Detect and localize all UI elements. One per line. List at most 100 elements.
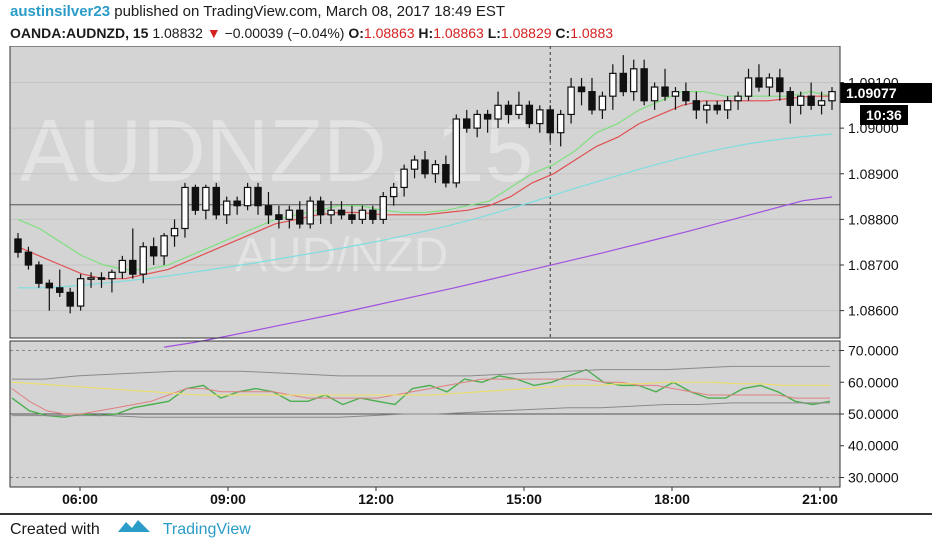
candle[interactable]: [577, 77, 586, 106]
candle-body-up: [629, 68, 638, 93]
candle[interactable]: [45, 279, 54, 311]
candle[interactable]: [650, 82, 659, 110]
candle[interactable]: [97, 272, 106, 288]
candle[interactable]: [546, 105, 554, 142]
candle[interactable]: [442, 155, 450, 188]
tradingview-brand[interactable]: TradingView: [162, 521, 251, 539]
candle[interactable]: [692, 91, 701, 119]
candle[interactable]: [817, 91, 826, 115]
candle[interactable]: [609, 64, 617, 110]
candle[interactable]: [703, 100, 711, 124]
candle-body-down: [755, 77, 763, 88]
candle[interactable]: [108, 269, 116, 293]
candle[interactable]: [786, 87, 794, 124]
candle[interactable]: [129, 228, 137, 279]
candle[interactable]: [504, 100, 513, 124]
candle[interactable]: [181, 182, 189, 238]
candle-body-up: [817, 100, 826, 106]
candle[interactable]: [327, 201, 335, 224]
candle[interactable]: [452, 114, 461, 188]
candle[interactable]: [421, 150, 429, 179]
candle[interactable]: [640, 59, 648, 106]
candle[interactable]: [661, 68, 669, 101]
candle[interactable]: [139, 242, 147, 284]
time-axis-label: 12:00: [358, 491, 394, 507]
candle-body-up: [410, 159, 419, 170]
candle[interactable]: [629, 59, 638, 101]
candle[interactable]: [536, 105, 544, 133]
candle[interactable]: [76, 274, 85, 311]
candle[interactable]: [588, 77, 596, 115]
candle[interactable]: [400, 164, 408, 197]
candle[interactable]: [24, 246, 33, 270]
candle[interactable]: [56, 269, 64, 297]
candle[interactable]: [734, 91, 742, 110]
candle[interactable]: [410, 155, 419, 179]
candle[interactable]: [494, 91, 502, 129]
candle[interactable]: [191, 184, 200, 215]
candle[interactable]: [525, 100, 534, 129]
candle[interactable]: [682, 82, 690, 106]
candle[interactable]: [212, 182, 221, 220]
rsi-signal-line: [11, 378, 830, 415]
candle[interactable]: [264, 192, 273, 224]
candle[interactable]: [567, 77, 575, 124]
candle[interactable]: [222, 196, 231, 224]
candle[interactable]: [369, 205, 377, 224]
candle[interactable]: [483, 109, 492, 133]
candle[interactable]: [463, 109, 471, 133]
candle-body-down: [504, 104, 513, 116]
candle[interactable]: [744, 68, 753, 101]
price-pane[interactable]: [10, 46, 840, 338]
candle[interactable]: [723, 96, 732, 119]
candle[interactable]: [348, 205, 356, 224]
candle-body-down: [421, 159, 429, 175]
candle-body-up: [598, 95, 607, 111]
candle[interactable]: [316, 196, 325, 224]
candle[interactable]: [828, 87, 836, 110]
candle[interactable]: [389, 182, 398, 206]
candle[interactable]: [306, 196, 314, 229]
candle[interactable]: [379, 192, 387, 224]
candle[interactable]: [796, 91, 805, 115]
candle[interactable]: [713, 100, 721, 115]
chart-canvas[interactable]: AUDNZD, 15 AUD/NZD 1.091001.090001.08900…: [0, 46, 932, 518]
candle[interactable]: [619, 55, 628, 97]
candle[interactable]: [755, 64, 763, 92]
down-arrow-icon: ▼: [206, 25, 221, 41]
candle[interactable]: [275, 205, 283, 229]
candle[interactable]: [118, 255, 127, 279]
candle[interactable]: [160, 233, 168, 265]
candle[interactable]: [243, 182, 252, 211]
candle[interactable]: [254, 182, 262, 215]
candle[interactable]: [170, 219, 179, 247]
candle-body-up: [160, 235, 168, 257]
candle[interactable]: [14, 233, 22, 258]
author-link[interactable]: austinsilver23: [10, 3, 111, 20]
candle[interactable]: [66, 287, 74, 314]
candle[interactable]: [296, 201, 304, 229]
candle-body-up: [567, 86, 575, 116]
candle[interactable]: [87, 272, 95, 288]
candle-body-up: [671, 91, 680, 97]
candle[interactable]: [765, 73, 774, 97]
candle[interactable]: [671, 87, 680, 110]
candle[interactable]: [358, 205, 367, 224]
candle-body-down: [129, 259, 137, 275]
candle[interactable]: [473, 109, 481, 138]
candle[interactable]: [337, 201, 346, 220]
countdown-badge: [860, 104, 908, 125]
candle[interactable]: [149, 237, 158, 265]
high-value: 1.08863: [433, 25, 484, 41]
candle[interactable]: [515, 91, 523, 119]
candle[interactable]: [598, 91, 607, 119]
candle[interactable]: [776, 68, 784, 101]
candle[interactable]: [285, 205, 294, 229]
candle[interactable]: [233, 196, 241, 215]
candle-body-up: [473, 113, 481, 129]
candle[interactable]: [556, 109, 565, 147]
candle[interactable]: [807, 82, 815, 110]
candle[interactable]: [35, 261, 43, 288]
candle[interactable]: [431, 160, 440, 183]
candle[interactable]: [202, 184, 210, 220]
